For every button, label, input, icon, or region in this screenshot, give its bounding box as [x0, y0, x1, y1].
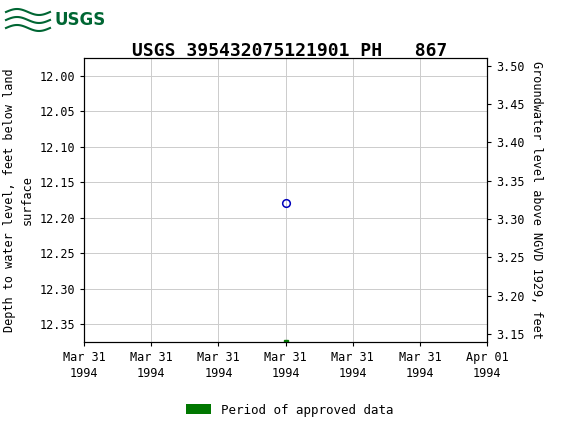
Text: USGS 395432075121901 PH   867: USGS 395432075121901 PH 867	[132, 42, 448, 60]
Legend: Period of approved data: Period of approved data	[181, 399, 399, 421]
Y-axis label: Groundwater level above NGVD 1929, feet: Groundwater level above NGVD 1929, feet	[530, 61, 543, 339]
Y-axis label: Depth to water level, feet below land
surface: Depth to water level, feet below land su…	[3, 68, 34, 332]
FancyBboxPatch shape	[4, 4, 112, 36]
Text: USGS: USGS	[55, 11, 106, 29]
